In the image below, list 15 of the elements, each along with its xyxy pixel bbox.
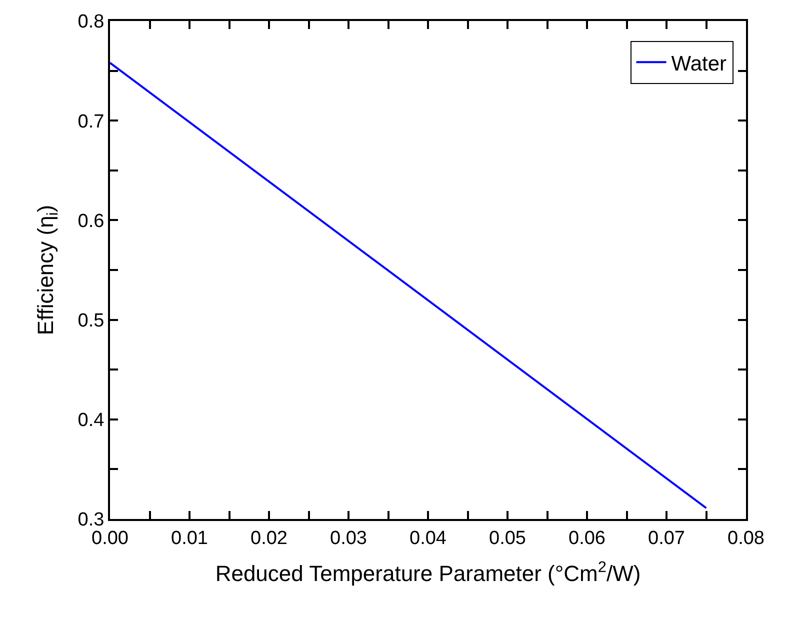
y-tick-label: 0.5	[78, 310, 104, 332]
legend-label: Water	[671, 52, 727, 76]
x-tick-label: 0.05	[489, 528, 526, 549]
x-axis-title: Reduced Temperature Parameter (°Cm$^{2}$/W)	[215, 558, 641, 586]
y-tick-label: 0.6	[78, 210, 104, 232]
x-tick-label: 0.04	[410, 528, 447, 549]
y-tick-label: 0.4	[78, 410, 105, 432]
x-tick-label: 0.02	[250, 528, 288, 549]
x-tick-label: 0.06	[568, 528, 606, 549]
y-tick-label: 0.8	[78, 12, 104, 33]
y-tick-label: 0.7	[78, 111, 104, 132]
x-tick-label: 0.03	[330, 528, 367, 549]
x-tick-label: 0.07	[648, 528, 685, 549]
x-tick-label: 0.01	[171, 528, 208, 549]
x-tick-label: 0.08	[728, 528, 764, 549]
